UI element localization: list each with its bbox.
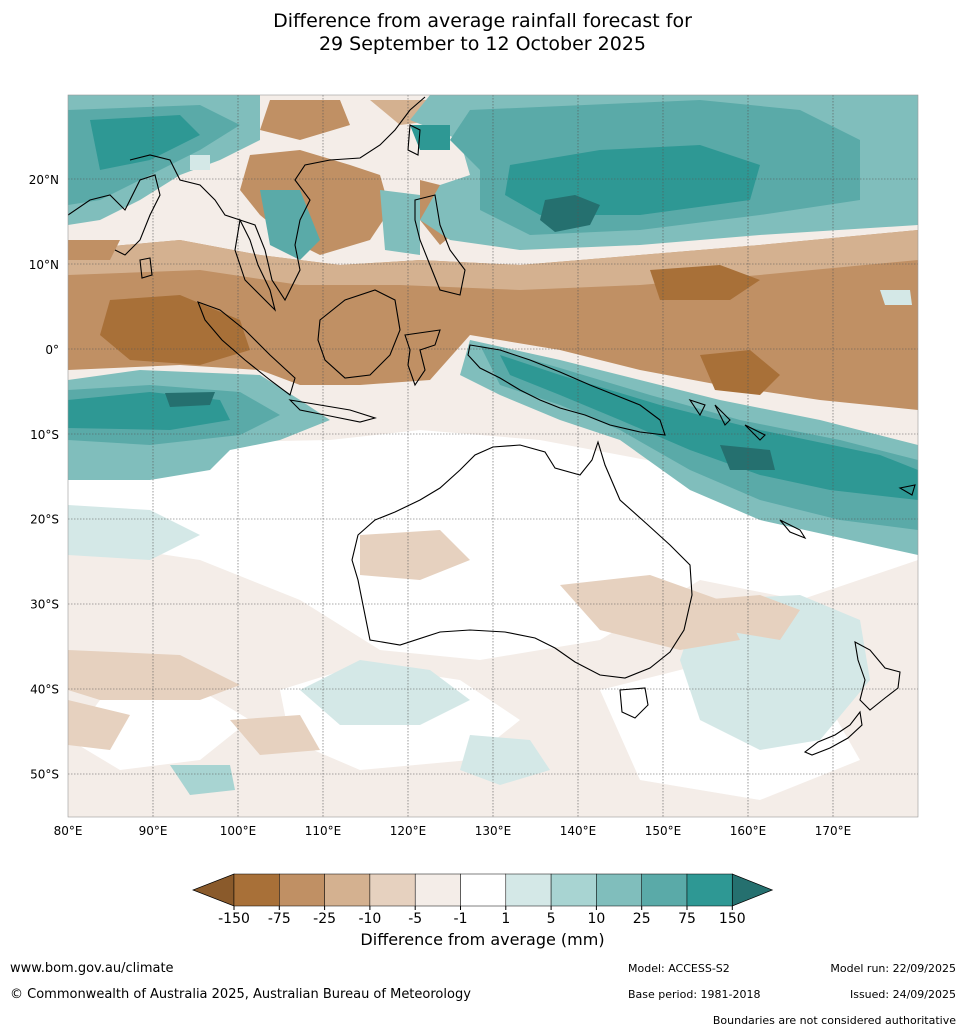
lon-tick-label: 130°E (475, 824, 512, 838)
graticule (68, 95, 918, 817)
lon-tick-label: 160°E (730, 824, 767, 838)
colour-bar-tick-label: -1 (454, 911, 468, 927)
colour-bar-swatch (324, 873, 371, 907)
new-zealand-north-coastline (854, 640, 901, 711)
legend-label: Difference from average (mm) (360, 930, 605, 949)
colour-bar-tick-label: 5 (547, 911, 556, 927)
colour-bar-tick-label: -75 (268, 911, 291, 927)
new-guinea-coastline (467, 344, 666, 436)
longitude-labels: 80°E 90°E 100°E 110°E 120°E 130°E 140°E 150°E 16… (54, 824, 852, 838)
colour-bar-tick-label: 150 (719, 911, 746, 927)
coastlines (68, 96, 916, 756)
colour-bar-swatch (596, 873, 642, 907)
lon-tick-label: 110°E (305, 824, 342, 838)
chart-title: Difference from average rainfall forecas… (0, 10, 965, 56)
colour-bar-extend-low (192, 873, 235, 907)
colour-bar-swatch (414, 873, 461, 907)
colour-bar-tick-label: 75 (678, 911, 696, 927)
website-link[interactable]: www.bom.gov.au/climate (10, 961, 174, 976)
sumatra-coastline (197, 301, 296, 396)
map-frame (67, 94, 919, 818)
base-period-text: Base period: 1981-2018 (628, 988, 761, 1001)
lon-tick-label: 140°E (560, 824, 597, 838)
colour-bar-tick-label: -150 (218, 911, 250, 927)
lat-tick-label: 20°S (30, 513, 59, 527)
colour-bar-tick-label: -25 (313, 911, 336, 927)
colour-bar-tick-label: -10 (358, 911, 381, 927)
lat-tick-label: 0° (45, 343, 59, 357)
colour-bar-swatch (369, 873, 416, 907)
java-coastline (288, 399, 377, 423)
very-dry-patch-west (100, 295, 250, 365)
model-text: Model: ACCESS-S2 (628, 962, 730, 975)
lat-tick-label: 40°S (30, 683, 59, 697)
new-zealand-south-coastline (803, 710, 863, 756)
title-line-2: 29 September to 12 October 2025 (318, 33, 647, 55)
lat-tick-label: 20°N (29, 173, 59, 187)
colour-bar-extend-high (731, 873, 774, 907)
lat-tick-label: 50°S (30, 768, 59, 782)
australia-coastline (351, 440, 693, 679)
lat-tick-label: 10°N (29, 258, 59, 272)
latitude-labels: 20°N 10°N 0° 10°S 20°S 30°S 40°S 50°S (29, 173, 59, 782)
colour-bar-swatch (233, 873, 280, 907)
colour-bar-swatch (641, 873, 688, 907)
colour-bar-swatch (550, 873, 597, 907)
colour-bar-tick-label: 10 (587, 911, 605, 927)
tasmania-coastline (619, 687, 649, 719)
borneo-coastline (317, 289, 401, 379)
copyright-text: © Commonwealth of Australia 2025, Austra… (10, 987, 471, 1002)
colour-bar-swatch (686, 873, 733, 907)
lon-tick-label: 150°E (645, 824, 682, 838)
sulawesi-coastline (404, 329, 441, 387)
issued-text: Issued: 24/09/2025 (849, 988, 956, 1001)
rainfall-map: 20°N 10°N 0° 10°S 20°S 30°S 40°S 50°S 80°E 90°E 1… (29, 94, 919, 838)
lat-tick-label: 10°S (30, 428, 59, 442)
lon-tick-label: 90°E (139, 824, 168, 838)
disclaimer-text: Boundaries are not considered authoritat… (712, 1014, 956, 1027)
mainland-asia-coastline (129, 96, 426, 302)
colour-bar-tick-label: -5 (408, 911, 422, 927)
lat-tick-label: 30°S (30, 598, 59, 612)
lon-tick-label: 100°E (220, 824, 257, 838)
philippines-coastline (414, 194, 466, 296)
model-run-text: Model run: 22/09/2025 (830, 962, 956, 975)
lon-tick-label: 170°E (815, 824, 852, 838)
india-coastline (68, 174, 161, 256)
lon-tick-label: 80°E (54, 824, 83, 838)
colour-bar-swatch (279, 873, 325, 907)
colour-bar-swatch (505, 873, 552, 907)
title-line-1: Difference from average rainfall forecas… (273, 10, 692, 32)
lon-tick-label: 120°E (390, 824, 427, 838)
colour-bar-tick-label: 1 (501, 911, 510, 927)
colour-bar-swatch (460, 873, 507, 907)
colour-bar-tick-label: 25 (633, 911, 651, 927)
